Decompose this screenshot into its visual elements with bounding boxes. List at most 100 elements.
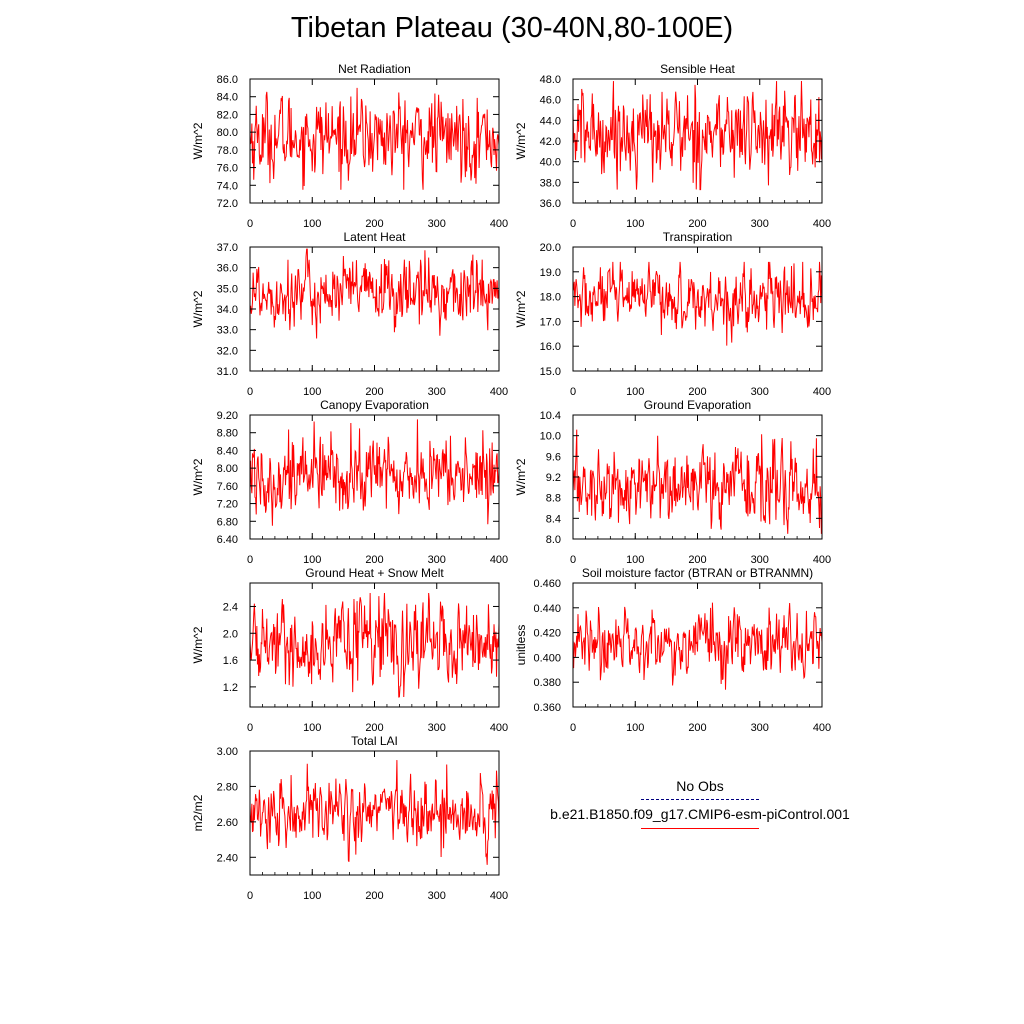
x-tick-label: 400	[490, 722, 508, 734]
y-tick-label: 2.40	[217, 852, 238, 864]
x-tick-label: 300	[428, 890, 446, 902]
x-tick-label: 400	[813, 386, 831, 398]
y-axis-label: W/m^2	[191, 458, 205, 495]
chart-title: Latent Heat	[343, 230, 406, 244]
y-tick-label: 2.60	[217, 817, 238, 829]
y-tick-label: 6.40	[217, 534, 238, 546]
series-line	[572, 429, 823, 534]
y-tick-label: 0.360	[533, 702, 561, 714]
x-tick-label: 300	[751, 554, 769, 566]
y-axis-label: W/m^2	[191, 122, 205, 159]
y-tick-label: 20.0	[540, 242, 561, 254]
series-line	[249, 593, 500, 698]
x-tick-label: 200	[688, 554, 706, 566]
x-tick-label: 100	[303, 218, 321, 230]
x-tick-label: 0	[570, 386, 576, 398]
y-tick-label: 18.0	[540, 292, 561, 304]
x-tick-label: 200	[688, 218, 706, 230]
chart-title: Ground Heat + Snow Melt	[305, 566, 444, 580]
chart-4: 0 100 200 300 400 15.0 16.0 17.0 18.0 19.0 20.0 Tra…	[514, 230, 831, 398]
y-tick-label: 10.0	[540, 431, 561, 443]
x-tick-label: 400	[490, 386, 508, 398]
y-tick-label: 9.6	[546, 451, 561, 463]
x-tick-label: 0	[570, 722, 576, 734]
y-axis-label: W/m^2	[514, 290, 528, 327]
x-tick-label: 400	[490, 890, 508, 902]
x-tick-label: 200	[365, 890, 383, 902]
chart-1: 0 100 200 300 400 72.0 74.0 76.0 78.0 80.0 82.0 84.…	[191, 62, 508, 230]
x-tick-label: 300	[428, 386, 446, 398]
plot-frame	[572, 246, 823, 372]
x-tick-label: 100	[626, 386, 644, 398]
y-axis-label: m2/m2	[191, 794, 205, 831]
legend: No Obs b.e21.B1850.f09_g17.CMIP6-esm-piC…	[520, 778, 880, 829]
y-tick-label: 0.380	[533, 677, 561, 689]
y-tick-label: 72.0	[217, 198, 238, 210]
x-tick-label: 0	[570, 554, 576, 566]
y-axis-label: W/m^2	[514, 458, 528, 495]
y-tick-label: 0.460	[533, 578, 561, 590]
x-tick-label: 200	[365, 722, 383, 734]
y-tick-label: 10.4	[540, 410, 561, 422]
y-tick-label: 40.0	[540, 157, 561, 169]
y-tick-label: 34.0	[217, 304, 238, 316]
y-tick-label: 7.60	[217, 481, 238, 493]
x-tick-label: 200	[365, 218, 383, 230]
y-axis-label: W/m^2	[191, 290, 205, 327]
y-tick-label: 6.80	[217, 516, 238, 528]
y-tick-label: 7.20	[217, 499, 238, 511]
series-line	[572, 81, 823, 191]
plot-frame	[249, 750, 500, 876]
legend-obs-line	[641, 799, 759, 800]
y-tick-label: 82.0	[217, 109, 238, 121]
chart-title: Net Radiation	[338, 62, 411, 76]
legend-case-label: b.e21.B1850.f09_g17.CMIP6-esm-piControl.…	[550, 806, 850, 822]
x-tick-label: 100	[303, 554, 321, 566]
series-line	[249, 87, 500, 190]
x-tick-label: 400	[813, 722, 831, 734]
series-line	[572, 261, 823, 346]
x-tick-label: 0	[247, 218, 253, 230]
series-line	[249, 248, 500, 339]
y-tick-label: 74.0	[217, 180, 238, 192]
y-tick-label: 1.6	[223, 655, 238, 667]
page-title: Tibetan Plateau (30-40N,80-100E)	[290, 12, 734, 44]
x-tick-label: 400	[490, 554, 508, 566]
chart-2: 0 100 200 300 400 36.0 38.0 40.0 42.0 44.0 46.0 48.…	[514, 62, 831, 230]
y-tick-label: 48.0	[540, 74, 561, 86]
y-tick-label: 37.0	[217, 242, 238, 254]
y-axis-label: W/m^2	[191, 626, 205, 663]
y-tick-label: 35.0	[217, 283, 238, 295]
x-tick-label: 100	[303, 386, 321, 398]
x-tick-label: 400	[813, 218, 831, 230]
y-tick-label: 31.0	[217, 366, 238, 378]
chart-5: 0 100 200 300 400 6.40 6.80 7.20 7.60 8.00 8.40 8.8…	[191, 398, 508, 566]
series-line	[572, 602, 823, 690]
y-tick-label: 8.8	[546, 493, 561, 505]
y-tick-label: 44.0	[540, 115, 561, 127]
chart-6: 0 100 200 300 400 8.0 8.4 8.8 9.2 9.6 10.0 10.4 Grou…	[514, 398, 831, 566]
x-tick-label: 400	[490, 218, 508, 230]
y-tick-label: 76.0	[217, 163, 238, 175]
y-tick-label: 2.80	[217, 781, 238, 793]
y-tick-label: 38.0	[540, 177, 561, 189]
x-tick-label: 200	[365, 386, 383, 398]
x-tick-label: 100	[303, 890, 321, 902]
x-tick-label: 0	[247, 890, 253, 902]
x-tick-label: 200	[365, 554, 383, 566]
x-tick-label: 300	[428, 554, 446, 566]
y-tick-label: 36.0	[217, 263, 238, 275]
y-tick-label: 33.0	[217, 325, 238, 337]
y-tick-label: 2.0	[223, 628, 238, 640]
y-tick-label: 0.440	[533, 603, 561, 615]
y-tick-label: 15.0	[540, 366, 561, 378]
y-tick-label: 0.420	[533, 628, 561, 640]
chart-7: 0 100 200 300 400 1.2 1.6 2.0 2.4 Ground Heat + S…	[191, 566, 508, 734]
y-tick-label: 36.0	[540, 198, 561, 210]
series-line	[249, 419, 500, 526]
y-axis-label: W/m^2	[514, 122, 528, 159]
y-tick-label: 80.0	[217, 127, 238, 139]
y-tick-label: 46.0	[540, 95, 561, 107]
y-tick-label: 86.0	[217, 74, 238, 86]
